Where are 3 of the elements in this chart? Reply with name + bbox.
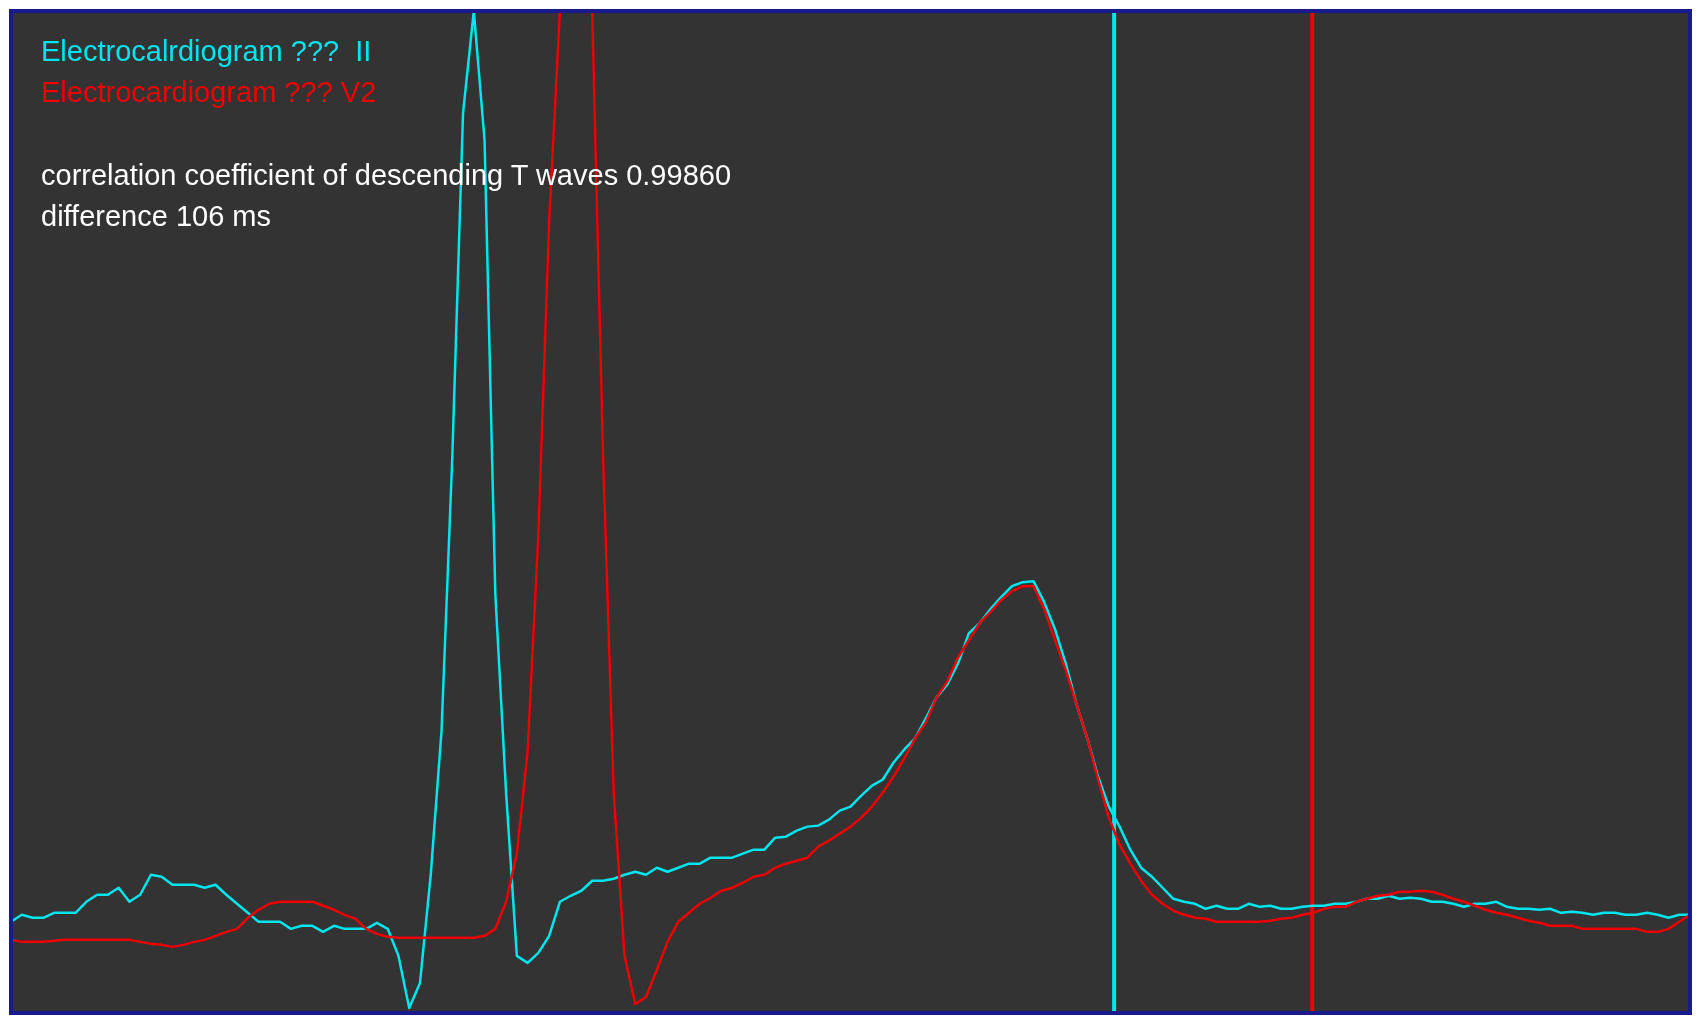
annotation: difference 106 ms [41,200,271,232]
text: Electrocalrdiogram ??? II [41,35,372,67]
text: Electrocardiogram ??? V2 [41,76,377,108]
